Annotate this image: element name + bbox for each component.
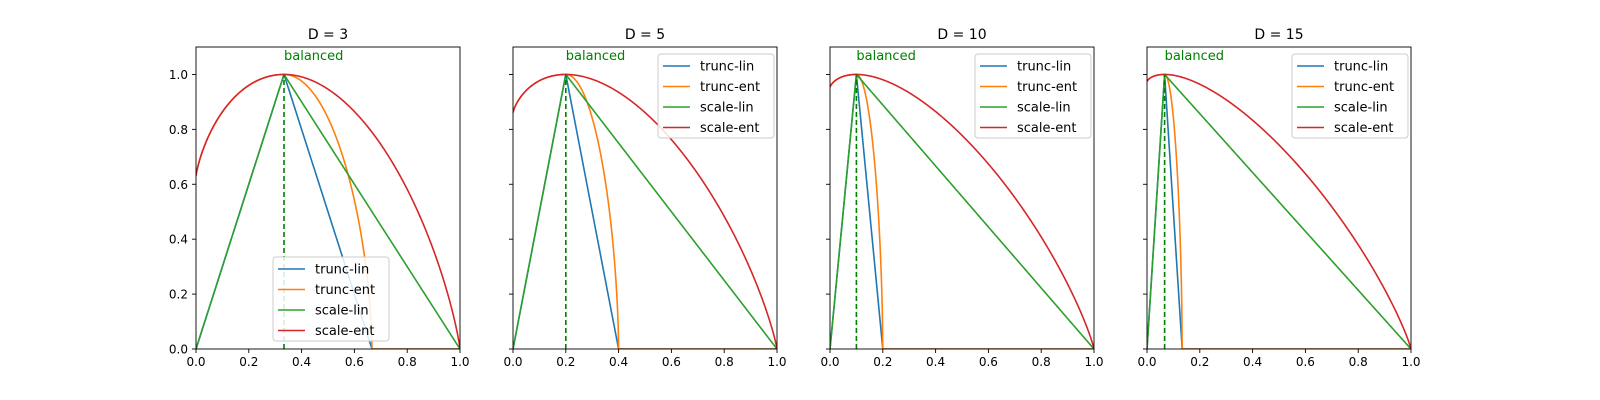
legend-box: [657, 53, 775, 139]
y-tick-label: 0.2: [169, 288, 188, 302]
chart-title: D = 15: [1254, 27, 1303, 43]
legend-box: [974, 53, 1092, 139]
legend-label-scale-ent: scale-ent: [1334, 121, 1394, 136]
x-tick-label: 0.4: [1243, 355, 1262, 369]
legend-label-trunc-lin: trunc-lin: [1334, 60, 1388, 75]
y-tick-label: 0.0: [169, 343, 188, 357]
legend-label-trunc-ent: trunc-ent: [1334, 80, 1394, 95]
legend-label-scale-ent: scale-ent: [315, 324, 375, 339]
balanced-annotation: balanced: [1165, 49, 1224, 64]
balanced-annotation: balanced: [284, 49, 343, 64]
series-line-scale-ent: [513, 73, 777, 349]
x-tick-label: 1.0: [1401, 355, 1420, 369]
legend: trunc-lin trunc-ent scale-lin scale-ent: [272, 256, 390, 342]
legend-label-trunc-lin: trunc-lin: [315, 263, 369, 278]
legend-box: [272, 256, 390, 342]
plot-frame: [1146, 46, 1412, 350]
legend-label-scale-lin: scale-lin: [1017, 101, 1071, 116]
x-tick-label: 0.8: [715, 355, 734, 369]
legend-label-trunc-lin: trunc-lin: [700, 60, 754, 75]
plot-frame: [829, 46, 1095, 350]
legend-label-trunc-lin: trunc-lin: [1017, 60, 1071, 75]
series-line-scale-ent: [1147, 73, 1411, 349]
legend: trunc-lin trunc-ent scale-lin scale-ent: [1291, 53, 1409, 139]
plot-area: [1147, 73, 1411, 349]
plot-area: [196, 73, 460, 349]
balanced-annotation: balanced: [856, 49, 915, 64]
series-line-scale-ent: [196, 73, 460, 349]
x-tick-label: 0.6: [662, 355, 681, 369]
x-tick-label: 1.0: [767, 355, 786, 369]
legend-label-scale-lin: scale-lin: [1334, 101, 1388, 116]
legend-label-scale-ent: scale-ent: [1017, 121, 1077, 136]
chart-title: D = 3: [308, 27, 348, 43]
chart-panel-1: D = 3 0.0 0.2 0.4 0.6 0.8 1.0 0.0 0.2 0.4 0.6 0.8 1.…: [169, 27, 470, 369]
x-tick-label: 0.0: [820, 355, 839, 369]
x-tick-label: 0.2: [239, 355, 258, 369]
x-tick-label: 0.2: [556, 355, 575, 369]
series-line-scale-ent: [830, 73, 1094, 349]
chart-title: D = 10: [937, 27, 986, 43]
series-line-scale-lin: [513, 73, 777, 349]
x-tick-label: 0.0: [186, 355, 205, 369]
plot-frame: [512, 46, 778, 350]
y-tick-label: 0.4: [169, 233, 188, 247]
legend-label-scale-ent: scale-ent: [700, 121, 760, 136]
legend-label-trunc-ent: trunc-ent: [1017, 80, 1077, 95]
x-tick-label: 0.2: [1190, 355, 1209, 369]
x-tick-label: 0.8: [398, 355, 417, 369]
chart-panel-3: D = 10 0.0 0.2 0.4 0.6 0.8 1.0 balanced trunc-li…: [820, 27, 1103, 369]
x-tick-label: 0.6: [1296, 355, 1315, 369]
series-line-trunc-lin: [830, 73, 1094, 349]
x-tick-label: 0.6: [345, 355, 364, 369]
legend-label-trunc-ent: trunc-ent: [315, 283, 375, 298]
y-tick-label: 0.8: [169, 123, 188, 137]
series-line-trunc-ent: [830, 73, 1094, 349]
series-line-scale-lin: [196, 73, 460, 349]
x-tick-label: 1.0: [450, 355, 469, 369]
chart-panel-4: D = 15 0.0 0.2 0.4 0.6 0.8 1.0 balanced trunc-li…: [1137, 27, 1420, 369]
x-tick-label: 0.4: [609, 355, 628, 369]
y-tick-label: 1.0: [169, 68, 188, 82]
legend-label-trunc-ent: trunc-ent: [700, 80, 760, 95]
plot-area: [513, 73, 777, 349]
x-tick-label: 0.8: [1349, 355, 1368, 369]
series-line-scale-lin: [830, 73, 1094, 349]
legend: trunc-lin trunc-ent scale-lin scale-ent: [657, 53, 775, 139]
x-tick-label: 0.0: [1137, 355, 1156, 369]
x-tick-label: 0.8: [1032, 355, 1051, 369]
y-tick-label: 0.6: [169, 178, 188, 192]
x-tick-label: 0.4: [292, 355, 311, 369]
x-tick-label: 0.2: [873, 355, 892, 369]
x-tick-label: 0.4: [926, 355, 945, 369]
plot-frame: [195, 46, 461, 350]
series-line-scale-lin: [1147, 73, 1411, 349]
x-tick-label: 0.6: [979, 355, 998, 369]
x-tick-label: 1.0: [1084, 355, 1103, 369]
legend-label-scale-lin: scale-lin: [700, 101, 754, 116]
plot-area: [830, 73, 1094, 349]
chart-panel-2: D = 5 0.0 0.2 0.4 0.6 0.8 1.0 balanced trunc-lin…: [503, 27, 786, 369]
x-tick-label: 0.0: [503, 355, 522, 369]
chart-title: D = 5: [625, 27, 665, 43]
legend: trunc-lin trunc-ent scale-lin scale-ent: [974, 53, 1092, 139]
legend-box: [1291, 53, 1409, 139]
balanced-annotation: balanced: [566, 49, 625, 64]
legend-label-scale-lin: scale-lin: [315, 304, 369, 319]
